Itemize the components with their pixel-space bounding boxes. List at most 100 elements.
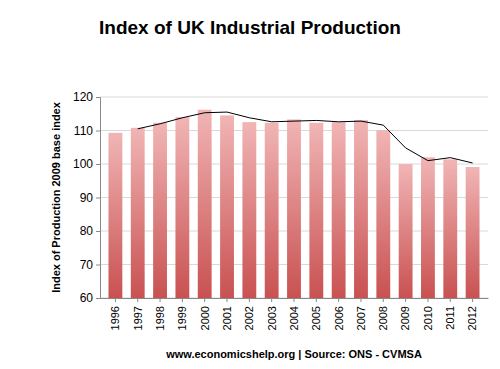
bar (399, 164, 413, 298)
x-tick-mark (450, 298, 451, 302)
x-tick-label: 2000 (199, 306, 211, 330)
x-tick: 1996 (109, 298, 121, 330)
bar (153, 123, 167, 298)
x-tick-label: 2003 (266, 306, 278, 330)
y-tick: 90 (80, 191, 100, 205)
chart: 60 70 80 90 100 110 120 1996 1997 1998 1999 2000 200… (0, 0, 500, 369)
bar (376, 130, 390, 298)
x-tick-mark (316, 298, 317, 302)
y-axis-title: Index of Production 2009 base index (50, 101, 62, 293)
x-tick-label: 1999 (176, 306, 188, 330)
x-tick-mark (472, 298, 473, 302)
y-tick-label: 100 (73, 157, 93, 171)
bar (220, 115, 234, 298)
marks (108, 110, 479, 298)
bar (466, 167, 480, 298)
x-tick-mark (294, 298, 295, 302)
bar (108, 133, 122, 298)
x-tick: 2000 (199, 298, 211, 330)
x-tick-label: 2002 (243, 306, 255, 330)
x-tick-label: 2005 (310, 306, 322, 330)
x-tick-label: 2009 (399, 306, 411, 330)
y-tick-label: 80 (80, 224, 94, 238)
plot-area: 60 70 80 90 100 110 120 1996 1997 1998 1999 2000 200… (73, 90, 489, 330)
bar (175, 117, 189, 298)
bar (131, 128, 145, 298)
x-tick-label: 2012 (466, 306, 478, 330)
bar (421, 157, 435, 298)
x-tick: 2010 (422, 298, 434, 330)
x-tick: 2003 (266, 298, 278, 330)
x-tick-label: 2010 (422, 306, 434, 330)
y-tick-label: 70 (80, 258, 94, 272)
y-tick-mark (96, 198, 100, 199)
x-tick-label: 1997 (132, 306, 144, 330)
x-tick: 2001 (221, 298, 233, 330)
y-tick: 80 (80, 224, 100, 238)
bars (108, 110, 479, 298)
y-tick-mark (96, 131, 100, 132)
x-tick-mark (115, 298, 116, 302)
x-tick-mark (160, 298, 161, 302)
y-tick-mark (96, 298, 100, 299)
bar (198, 110, 212, 298)
x-tick-mark (338, 298, 339, 302)
y-tick: 120 (73, 90, 100, 104)
y-tick: 60 (80, 291, 100, 305)
x-tick-mark (182, 298, 183, 302)
x-tick: 2012 (466, 298, 478, 330)
y-tick-label: 110 (74, 124, 93, 138)
y-tick-mark (96, 231, 100, 232)
x-tick: 2008 (377, 298, 389, 330)
x-tick-label: 1998 (154, 306, 166, 330)
bar (265, 123, 279, 298)
bar (354, 120, 368, 298)
bar (443, 159, 457, 298)
x-tick-mark (204, 298, 205, 302)
x-tick-mark (227, 298, 228, 302)
y-tick: 100 (73, 157, 100, 171)
bar (242, 122, 256, 298)
y-tick-label: 90 (80, 191, 94, 205)
y-tick-mark (96, 164, 100, 165)
y-tick-label: 120 (73, 90, 93, 104)
x-axis: 1996 1997 1998 1999 2000 2001 2002 2003 2004 2005… (101, 298, 489, 330)
y-tick-label: 60 (80, 291, 94, 305)
x-tick-mark (271, 298, 272, 302)
x-tick: 2009 (399, 298, 411, 330)
x-tick: 2005 (310, 298, 322, 330)
grid (100, 97, 488, 298)
bar (309, 123, 323, 298)
x-tick-label: 2004 (288, 306, 300, 330)
x-tick-mark (405, 298, 406, 302)
title: Index of UK Industrial Production (99, 17, 401, 38)
y-tick: 110 (74, 124, 100, 138)
y-tick-mark (96, 265, 100, 266)
x-tick-label: 2006 (332, 306, 344, 330)
grid-line (100, 97, 488, 98)
bar (332, 122, 346, 298)
x-tick-mark (137, 298, 138, 302)
x-tick-label: 2008 (377, 306, 389, 330)
x-tick: 2006 (332, 298, 344, 330)
bar (287, 119, 301, 298)
line (138, 112, 473, 163)
x-tick-mark (383, 298, 384, 302)
x-tick-label: 2007 (355, 306, 367, 330)
x-tick-label: 2001 (221, 306, 233, 330)
x-tick: 2004 (288, 298, 300, 330)
x-tick: 1999 (176, 298, 188, 330)
x-tick: 1998 (154, 298, 166, 330)
x-tick-label: 2011 (444, 306, 456, 330)
y-axis-line (96, 98, 101, 299)
x-tick-mark (360, 298, 361, 302)
x-tick-mark (427, 298, 428, 302)
x-tick: 2007 (355, 298, 367, 330)
y-tick-mark (96, 97, 100, 98)
x-tick-mark (249, 298, 250, 302)
x-tick: 2011 (444, 298, 456, 330)
x-axis-title: www.economicshelp.org | Source: ONS - CV… (165, 348, 422, 360)
x-tick: 1997 (132, 298, 144, 330)
x-tick: 2002 (243, 298, 255, 330)
y-tick: 70 (80, 258, 100, 272)
